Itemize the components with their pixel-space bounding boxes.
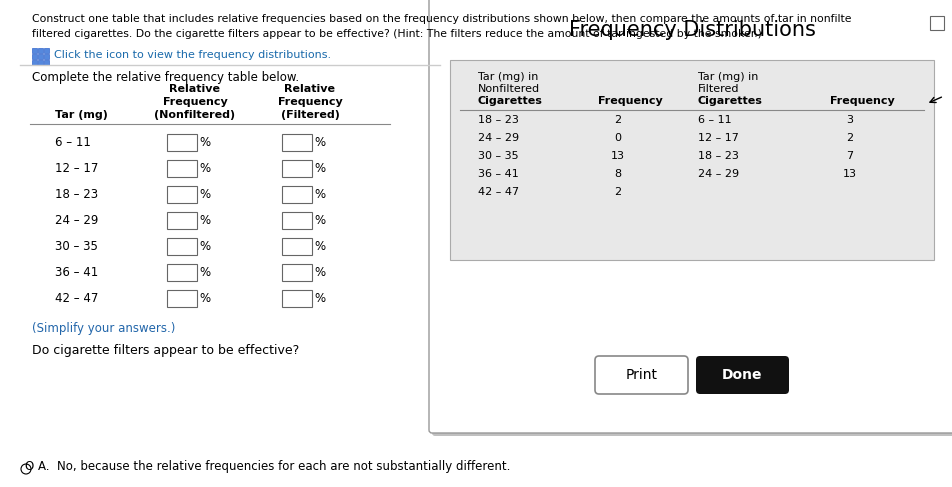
Text: %: % <box>199 240 209 252</box>
Text: %: % <box>199 135 209 149</box>
Bar <box>282 186 311 203</box>
Text: 18 – 23: 18 – 23 <box>697 151 738 161</box>
Text: Construct one table that includes relative frequencies based on the frequency di: Construct one table that includes relati… <box>32 14 850 24</box>
Bar <box>32 60 37 65</box>
Bar <box>167 289 197 306</box>
Bar <box>38 60 43 65</box>
Bar <box>44 48 49 53</box>
Text: %: % <box>199 292 209 304</box>
Text: %: % <box>313 187 325 201</box>
Text: %: % <box>313 213 325 226</box>
Bar <box>449 60 933 260</box>
Text: %: % <box>313 265 325 279</box>
Text: 36 – 41: 36 – 41 <box>478 169 518 179</box>
Text: %: % <box>199 162 209 174</box>
Text: Frequency Distributions: Frequency Distributions <box>568 20 815 40</box>
Text: Frequency: Frequency <box>597 96 662 106</box>
Text: Print: Print <box>625 368 657 382</box>
FancyBboxPatch shape <box>594 356 687 394</box>
Text: Tar (mg) in: Tar (mg) in <box>697 72 758 82</box>
Text: 3: 3 <box>845 115 853 125</box>
Text: 12 – 17: 12 – 17 <box>697 133 738 143</box>
Text: O A.  No, because the relative frequencies for each are not substantially differ: O A. No, because the relative frequencie… <box>25 460 510 473</box>
Text: 12 – 17: 12 – 17 <box>55 162 98 174</box>
Text: 30 – 35: 30 – 35 <box>55 240 98 252</box>
Text: Frequency: Frequency <box>829 96 894 106</box>
Text: 24 – 29: 24 – 29 <box>55 213 98 226</box>
Bar <box>282 289 311 306</box>
Bar <box>38 54 43 59</box>
Text: %: % <box>313 292 325 304</box>
Text: 13: 13 <box>610 151 625 161</box>
Text: 8: 8 <box>614 169 621 179</box>
Text: 0: 0 <box>614 133 621 143</box>
Text: %: % <box>313 135 325 149</box>
Text: %: % <box>199 265 209 279</box>
Text: 42 – 47: 42 – 47 <box>55 292 98 304</box>
Text: 6 – 11: 6 – 11 <box>697 115 731 125</box>
Text: Cigarettes: Cigarettes <box>478 96 543 106</box>
Bar <box>32 48 37 53</box>
Text: 18 – 23: 18 – 23 <box>478 115 518 125</box>
Bar <box>44 60 49 65</box>
Text: 18 – 23: 18 – 23 <box>55 187 98 201</box>
Bar <box>929 16 943 30</box>
Text: 13: 13 <box>843 169 856 179</box>
Text: Tar (mg) in: Tar (mg) in <box>478 72 538 82</box>
Text: (Nonfiltered): (Nonfiltered) <box>154 110 235 120</box>
Bar <box>282 238 311 255</box>
Bar <box>44 54 49 59</box>
Bar <box>167 133 197 150</box>
Text: %: % <box>199 187 209 201</box>
Text: Complete the relative frequency table below.: Complete the relative frequency table be… <box>32 71 299 84</box>
Text: 7: 7 <box>845 151 853 161</box>
Bar <box>32 54 37 59</box>
FancyBboxPatch shape <box>695 356 788 394</box>
Bar <box>38 48 43 53</box>
Text: 2: 2 <box>614 115 621 125</box>
Text: 36 – 41: 36 – 41 <box>55 265 98 279</box>
Bar <box>167 211 197 228</box>
Bar <box>167 186 197 203</box>
Bar <box>282 160 311 176</box>
Text: 6 – 11: 6 – 11 <box>55 135 90 149</box>
FancyBboxPatch shape <box>428 0 952 433</box>
FancyBboxPatch shape <box>431 0 952 436</box>
Text: Frequency: Frequency <box>163 97 228 107</box>
Text: Filtered: Filtered <box>697 84 739 94</box>
Text: %: % <box>313 240 325 252</box>
Text: Click the icon to view the frequency distributions.: Click the icon to view the frequency dis… <box>54 50 330 60</box>
Text: 42 – 47: 42 – 47 <box>478 187 519 197</box>
Text: 24 – 29: 24 – 29 <box>478 133 519 143</box>
Bar <box>167 263 197 281</box>
Text: 30 – 35: 30 – 35 <box>478 151 518 161</box>
Bar <box>282 263 311 281</box>
Text: %: % <box>313 162 325 174</box>
Bar <box>167 238 197 255</box>
Text: Done: Done <box>722 368 762 382</box>
Text: filtered cigarettes. Do the cigarette filters appear to be effective? (Hint: The: filtered cigarettes. Do the cigarette fi… <box>32 29 761 39</box>
Text: Do cigarette filters appear to be effective?: Do cigarette filters appear to be effect… <box>32 344 299 357</box>
Bar <box>282 133 311 150</box>
Text: 24 – 29: 24 – 29 <box>697 169 739 179</box>
Text: %: % <box>199 213 209 226</box>
Text: (Filtered): (Filtered) <box>280 110 339 120</box>
Bar <box>282 211 311 228</box>
Text: Nonfiltered: Nonfiltered <box>478 84 540 94</box>
Bar <box>167 160 197 176</box>
Text: Relative: Relative <box>285 84 335 94</box>
Text: 2: 2 <box>845 133 853 143</box>
Text: Tar (mg): Tar (mg) <box>55 110 108 120</box>
Text: 2: 2 <box>614 187 621 197</box>
Text: Relative: Relative <box>169 84 220 94</box>
Text: Frequency: Frequency <box>277 97 342 107</box>
Text: Cigarettes: Cigarettes <box>697 96 762 106</box>
Text: (Simplify your answers.): (Simplify your answers.) <box>32 322 175 335</box>
